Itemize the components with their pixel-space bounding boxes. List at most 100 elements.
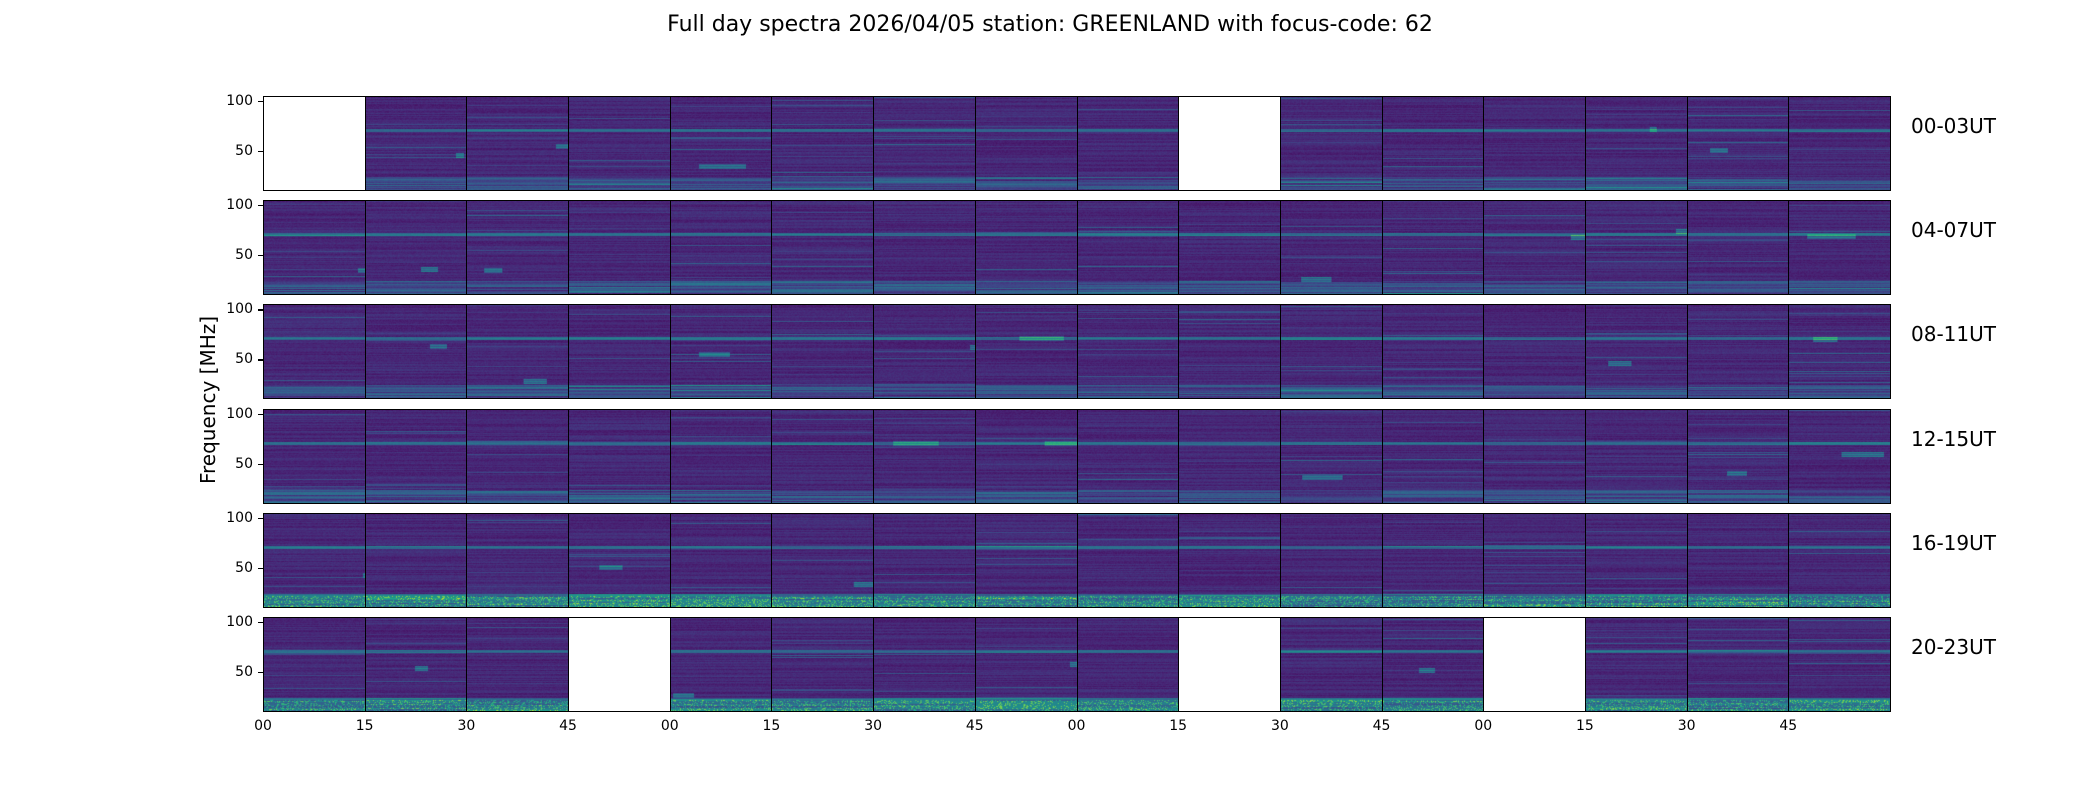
spectrum-panel [1584,617,1688,712]
spectrum-panel [1381,304,1485,400]
y-tick-mark [258,672,263,674]
spectrogram-heatmap [1280,201,1382,295]
spectrum-panel [1076,512,1180,608]
spectrogram-heatmap [1077,618,1179,711]
spectrogram-heatmap [1382,618,1484,711]
y-tick-mark [258,517,263,520]
spectrum-panel [1381,200,1485,296]
spectrum-panel [1279,200,1383,296]
spectrum-panel [263,200,366,296]
spectrum-panel [1076,304,1180,400]
spectrogram-heatmap [1585,513,1687,607]
y-tick-mark [258,151,263,153]
spectrum-panel [263,617,366,712]
spectrogram-heatmap [365,305,467,399]
spectrum-panel [466,408,570,504]
spectrogram-heatmap [1382,97,1484,190]
spectrogram-heatmap [975,97,1077,190]
row-label: 00-03UT [1911,114,1996,138]
spectrum-panel [771,512,875,608]
spectrogram-heatmap [1585,618,1687,711]
x-tick-label: 15 [762,718,781,734]
spectrogram-heatmap [1077,305,1179,399]
row-label: 16-19UT [1911,530,1996,555]
row-label: 08-11UT [1911,322,1996,347]
spectrogram-heatmap [772,201,874,295]
spectrogram-heatmap [1687,305,1789,399]
spectrum-panel [568,96,671,191]
spectrogram-heatmap [365,618,467,711]
spectrogram-heatmap [1382,409,1484,503]
spectrogram-heatmap [1280,513,1382,607]
spectrogram-heatmap [670,201,772,295]
spectrogram-heatmap [1585,409,1687,503]
spectrogram-heatmap [467,201,569,295]
spectrum-panel [1279,408,1383,504]
spectrogram-heatmap [1077,97,1179,190]
spectrum-panel [263,512,366,608]
x-tick-label: 15 [1169,718,1188,734]
spectrogram-heatmap [874,513,975,607]
spectrogram-heatmap [1687,97,1789,190]
spectrum-panel [1584,408,1688,504]
spectrogram-heatmap [1484,305,1585,399]
spectrum-panel-empty [263,96,366,191]
spectrum-panel-empty [1483,617,1586,712]
spectrum-panel [1279,512,1383,608]
spectrum-panel [1788,304,1891,400]
spectrogram-heatmap [1687,513,1789,607]
spectrum-panel [1483,408,1586,504]
spectrum-panel [1178,304,1281,400]
spectrogram-heatmap [874,409,975,503]
spectrum-panel [263,408,366,504]
spectrum-panel [1686,304,1790,400]
y-tick-mark [258,567,263,570]
spectrum-panel [1686,617,1790,712]
spectrum-panel [771,96,875,191]
spectrum-panel [364,200,468,296]
y-tick-label: 100 [226,197,253,214]
spectrogram-heatmap [874,201,975,295]
spectrogram-heatmap [1789,618,1890,711]
spectrum-panel [364,96,468,191]
y-tick-label: 50 [235,143,253,159]
spectrogram-heatmap [467,618,569,711]
spectrogram-heatmap [1179,513,1280,607]
spectrogram-heatmap [365,409,467,503]
spectrum-panel [974,617,1078,712]
y-tick-label: 50 [235,351,253,368]
spectrogram-heatmap [467,409,569,503]
spectrum-panel [669,304,773,400]
y-tick-label: 50 [235,664,253,680]
spectrogram-heatmap [365,201,467,295]
y-tick-mark [258,205,263,207]
spectrum-panel [1483,304,1586,400]
spectrum-panel [1788,96,1891,191]
spectrogram-heatmap [1789,513,1890,607]
chart-title: Full day spectra 2026/04/05 station: GRE… [667,12,1433,37]
spectrogram-heatmap [1280,409,1382,503]
spectrum-panel [568,200,671,296]
spectrogram-heatmap [1484,201,1585,295]
spectrum-panel [568,304,671,400]
x-tick-label: 15 [355,718,374,734]
spectrum-panel [1076,96,1180,191]
spectrogram-heatmap [874,305,975,399]
x-tick-label: 00 [1474,718,1493,734]
spectrogram-heatmap [670,513,772,607]
spectrum-panel [1788,512,1891,608]
spectrogram-heatmap [1789,409,1890,503]
spectrogram-heatmap [1280,618,1382,711]
spectrogram-heatmap [1585,201,1687,295]
x-tick-label: 00 [254,718,272,734]
spectrum-panel [873,617,976,712]
spectrum-panel [466,512,570,608]
spectrum-panel [873,200,976,296]
spectrogram-heatmap [772,305,874,399]
spectrogram-heatmap [1484,97,1585,190]
spectrogram-heatmap [1179,201,1280,295]
spectrum-panel [669,408,773,504]
spectrogram-heatmap [569,201,670,295]
spectrogram-heatmap [1484,409,1585,503]
spectrum-panel-empty [568,617,671,712]
